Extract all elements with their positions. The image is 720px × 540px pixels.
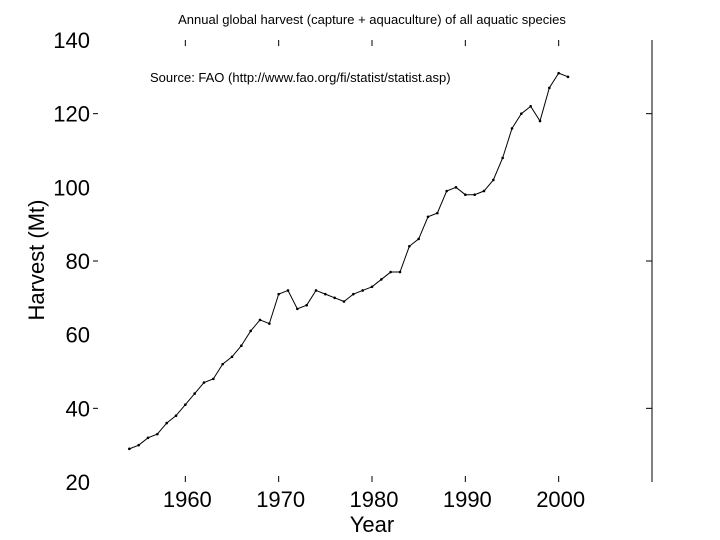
data-point bbox=[277, 292, 280, 296]
data-point bbox=[324, 292, 327, 296]
harvest-data-points bbox=[128, 71, 570, 451]
y-tick-label: 120 bbox=[53, 102, 90, 127]
data-point bbox=[184, 403, 187, 406]
data-point bbox=[398, 270, 402, 274]
data-point bbox=[473, 193, 476, 196]
data-point bbox=[268, 322, 271, 325]
data-point bbox=[202, 381, 206, 384]
data-point bbox=[146, 436, 150, 440]
data-point bbox=[342, 300, 346, 303]
data-point bbox=[156, 432, 159, 436]
data-point bbox=[408, 244, 411, 248]
data-point bbox=[492, 178, 495, 182]
data-point bbox=[314, 289, 318, 292]
data-point bbox=[557, 71, 560, 75]
data-point bbox=[380, 278, 383, 281]
data-point bbox=[193, 392, 196, 395]
data-point bbox=[436, 211, 439, 215]
data-point bbox=[165, 421, 168, 425]
data-point bbox=[389, 270, 392, 274]
y-tick-label: 60 bbox=[66, 323, 90, 348]
x-tick-label: 1960 bbox=[163, 487, 212, 512]
x-tick-label: 2000 bbox=[536, 487, 585, 512]
data-point bbox=[296, 307, 299, 311]
y-tick-label: 100 bbox=[53, 175, 90, 200]
x-axis-ticks: 1960 1970 1980 1990 2000 bbox=[163, 40, 585, 512]
data-point bbox=[482, 189, 486, 193]
source-annotation: Source: FAO (http://www.fao.org/fi/stati… bbox=[150, 70, 451, 85]
data-point bbox=[174, 414, 178, 418]
data-point bbox=[426, 215, 430, 219]
data-point bbox=[566, 75, 570, 79]
data-point bbox=[538, 119, 542, 123]
data-point bbox=[212, 377, 215, 381]
data-point bbox=[137, 443, 140, 447]
data-point bbox=[510, 127, 514, 130]
data-point bbox=[454, 186, 458, 189]
y-tick-label: 20 bbox=[66, 470, 90, 495]
data-point bbox=[249, 329, 252, 333]
data-point bbox=[520, 112, 523, 115]
chart-title: Annual global harvest (capture + aquacul… bbox=[178, 12, 566, 27]
data-point bbox=[128, 447, 131, 451]
data-point bbox=[445, 189, 448, 193]
harvest-series-line bbox=[129, 72, 569, 450]
x-tick-label: 1980 bbox=[350, 487, 399, 512]
x-axis-title: Year bbox=[350, 512, 394, 537]
data-point bbox=[240, 344, 243, 348]
data-point bbox=[501, 156, 504, 160]
data-point bbox=[333, 296, 336, 300]
data-point bbox=[305, 303, 308, 307]
y-tick-label: 140 bbox=[53, 28, 90, 53]
y-axis-ticks: 20 40 60 80 100 120 140 bbox=[53, 28, 652, 495]
data-point bbox=[370, 285, 374, 289]
data-point bbox=[352, 292, 355, 296]
data-point bbox=[361, 289, 364, 292]
y-tick-label: 40 bbox=[66, 396, 90, 421]
data-point bbox=[258, 318, 262, 322]
data-point bbox=[286, 289, 290, 292]
data-point bbox=[548, 86, 551, 90]
x-tick-label: 1970 bbox=[256, 487, 305, 512]
y-tick-label: 80 bbox=[66, 249, 90, 274]
data-point bbox=[230, 355, 234, 359]
y-axis-title: Harvest (Mt) bbox=[24, 200, 49, 321]
x-tick-label: 1990 bbox=[443, 487, 492, 512]
data-point bbox=[221, 362, 224, 366]
data-point bbox=[417, 237, 420, 241]
data-point bbox=[464, 193, 467, 196]
data-point bbox=[529, 105, 532, 108]
